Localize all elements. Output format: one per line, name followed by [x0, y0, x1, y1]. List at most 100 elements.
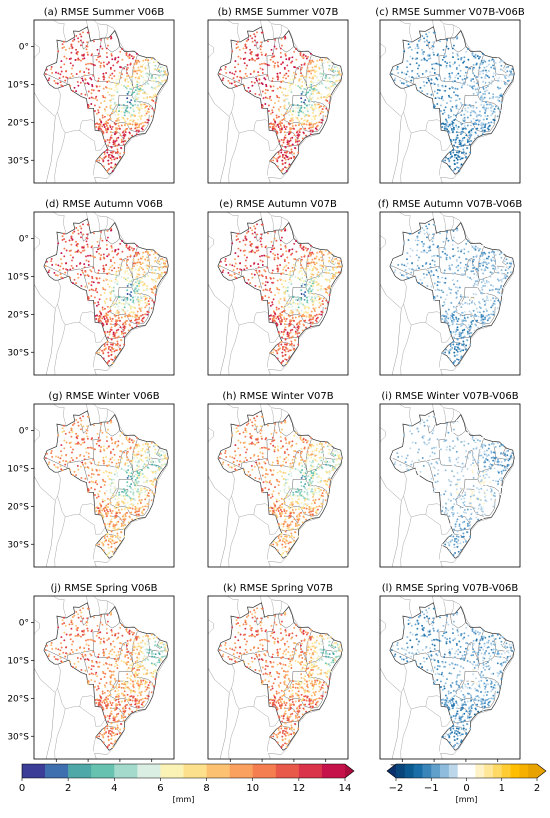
station-point [78, 262, 81, 265]
state-border [156, 447, 161, 458]
station-point [114, 58, 117, 61]
station-point [280, 362, 283, 365]
station-point [481, 254, 484, 257]
station-point [97, 269, 100, 272]
station-point [457, 72, 460, 75]
station-point [45, 68, 48, 71]
station-point [97, 272, 100, 274]
station-point [82, 54, 85, 57]
station-point [139, 257, 142, 260]
station-point [452, 320, 455, 322]
state-border [45, 73, 68, 84]
country-border [208, 43, 214, 59]
station-point [419, 278, 422, 281]
station-point [429, 57, 432, 60]
station-point [482, 261, 485, 264]
state-border [219, 265, 242, 276]
station-point [267, 296, 270, 299]
station-point [421, 73, 424, 75]
station-point [80, 284, 83, 287]
station-point [264, 246, 267, 249]
station-point [277, 292, 280, 295]
station-point [302, 56, 305, 59]
station-point [414, 58, 417, 60]
station-point [60, 258, 62, 261]
station-point [483, 288, 486, 291]
station-point [257, 266, 260, 269]
station-point [305, 57, 308, 60]
station-point [113, 75, 116, 78]
station-point [280, 126, 283, 129]
station-point [322, 96, 325, 99]
station-point [322, 264, 325, 267]
station-point [259, 240, 262, 243]
station-point [452, 229, 455, 232]
station-point [126, 298, 129, 301]
station-point [117, 275, 120, 278]
station-point [475, 298, 478, 301]
station-point [310, 298, 312, 301]
station-point [44, 265, 47, 268]
station-point [315, 125, 318, 128]
station-point [423, 40, 426, 43]
station-point [135, 254, 138, 257]
station-point [494, 297, 497, 300]
station-point [473, 277, 476, 280]
station-point [455, 286, 457, 289]
station-point [308, 319, 311, 322]
station-point [448, 253, 451, 256]
station-point [224, 65, 227, 68]
station-point [478, 66, 481, 69]
station-point [304, 319, 307, 322]
station-point [314, 314, 317, 317]
station-point [441, 112, 444, 115]
station-point [73, 38, 76, 41]
station-point [273, 156, 275, 159]
station-point [119, 127, 121, 130]
station-point [447, 317, 450, 320]
station-point [75, 73, 78, 75]
station-point [455, 107, 458, 110]
station-point [115, 320, 118, 323]
station-point [69, 254, 72, 257]
station-point [117, 74, 120, 77]
station-point [499, 260, 502, 263]
station-point [308, 127, 311, 130]
station-point [448, 267, 451, 270]
station-point [282, 139, 285, 142]
station-point [482, 264, 485, 267]
station-point [77, 84, 80, 87]
station-point [269, 318, 272, 320]
station-point [134, 292, 137, 295]
station-point [492, 67, 495, 70]
station-point [471, 68, 474, 71]
station-point [504, 77, 507, 80]
station-point [472, 270, 475, 273]
station-point [117, 122, 120, 125]
station-point [287, 69, 290, 72]
station-point [262, 289, 265, 292]
map-body [34, 20, 169, 183]
station-point [102, 324, 105, 327]
station-point [288, 140, 291, 143]
station-point [450, 96, 453, 99]
station-point [482, 285, 485, 287]
station-point [325, 271, 328, 274]
station-point [253, 39, 256, 42]
station-point [477, 123, 480, 126]
station-point [120, 302, 123, 305]
station-point [486, 319, 489, 322]
station-point [70, 264, 73, 267]
station-point [76, 243, 79, 245]
station-point [145, 112, 148, 115]
station-point [277, 300, 280, 303]
station-point [264, 78, 267, 81]
station-point [260, 274, 263, 277]
station-point [318, 258, 321, 261]
station-point [332, 261, 335, 264]
station-point [319, 97, 322, 99]
station-point [146, 259, 149, 262]
station-point [416, 45, 419, 48]
country-border [57, 496, 66, 518]
station-point [136, 88, 139, 90]
